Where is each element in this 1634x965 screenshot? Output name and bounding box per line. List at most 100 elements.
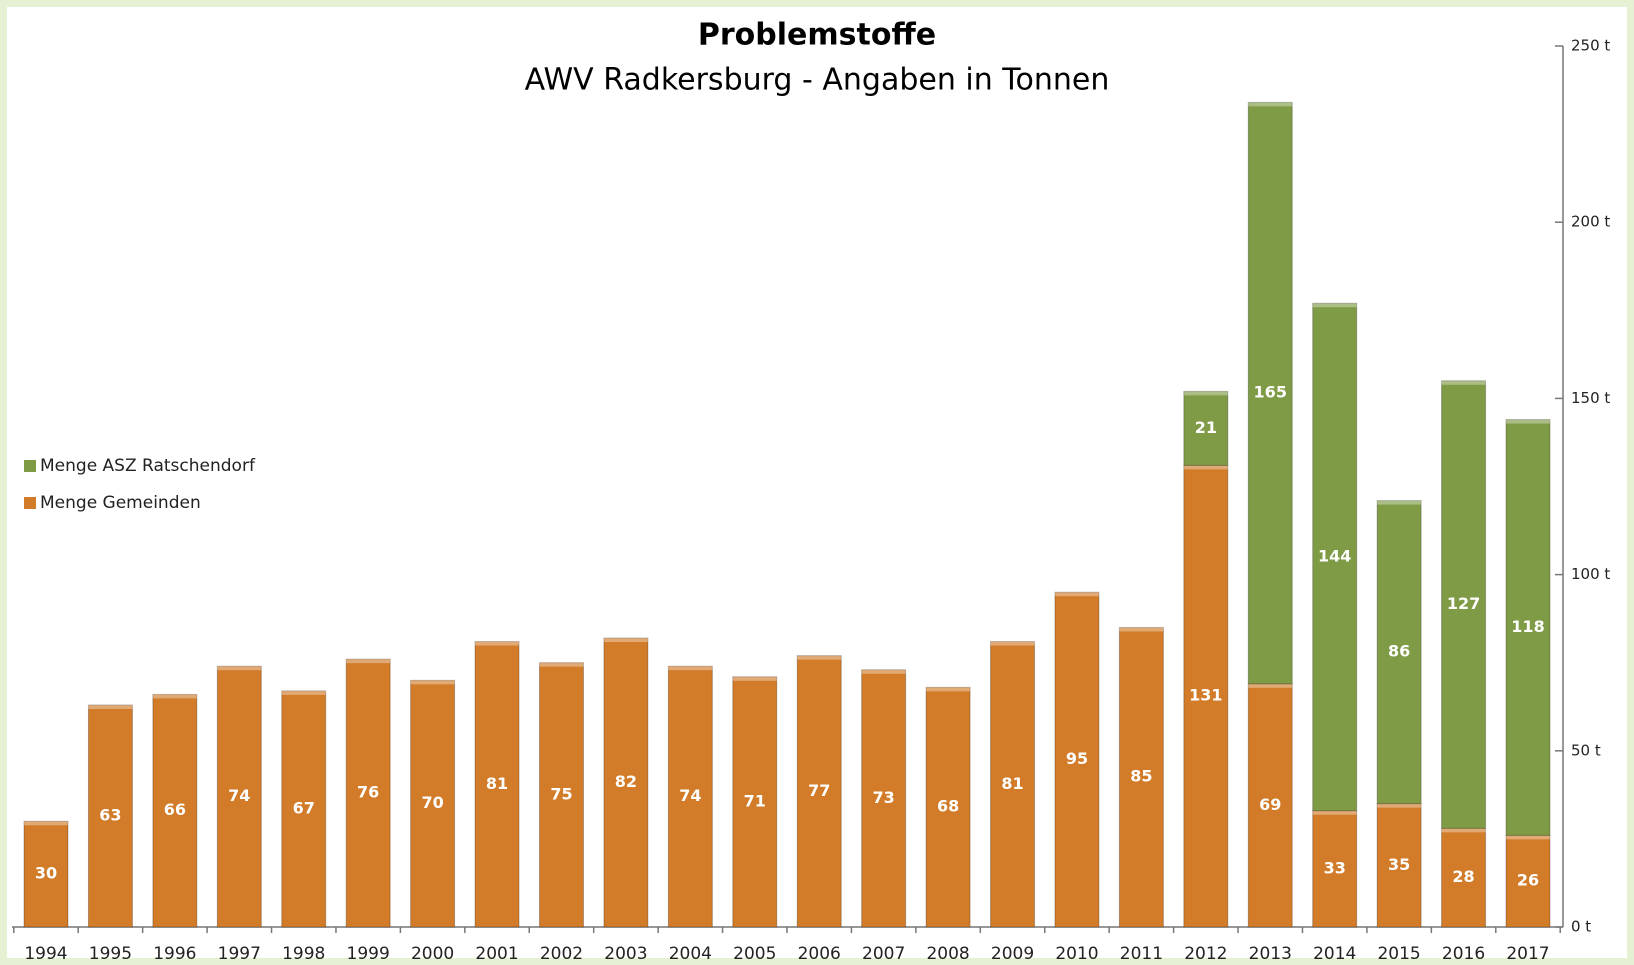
bar-cap bbox=[1377, 500, 1422, 505]
bar-cap bbox=[1506, 419, 1550, 424]
bar-cap bbox=[1377, 803, 1422, 808]
bar-segment bbox=[1118, 626, 1164, 928]
data-label: 35 bbox=[1388, 855, 1410, 874]
x-tick-label: 2015 bbox=[1377, 944, 1420, 964]
bar-segment bbox=[1505, 419, 1551, 836]
data-label: 81 bbox=[486, 774, 508, 793]
bar-segment bbox=[1505, 834, 1551, 928]
x-tick-label: 2014 bbox=[1313, 944, 1356, 964]
data-label: 82 bbox=[615, 772, 637, 791]
x-tick-label: 1998 bbox=[282, 944, 325, 964]
bar-segment bbox=[796, 655, 842, 928]
bar-cap bbox=[861, 669, 906, 674]
x-tick-label: 1999 bbox=[347, 944, 390, 964]
bar-segment bbox=[925, 686, 971, 928]
bar-cap bbox=[1248, 683, 1293, 688]
x-tick-label: 2001 bbox=[475, 944, 518, 964]
x-tick-label: 2016 bbox=[1442, 944, 1485, 964]
data-label: 77 bbox=[808, 781, 830, 800]
data-label: 95 bbox=[1066, 749, 1088, 768]
data-label: 76 bbox=[357, 783, 379, 802]
x-tick-label: 2005 bbox=[733, 944, 776, 964]
bar-cap bbox=[217, 666, 262, 671]
legend-swatch bbox=[24, 497, 36, 509]
y-tick-label: 250 t bbox=[1571, 37, 1610, 55]
bar-segment bbox=[861, 669, 907, 928]
bar-cap bbox=[539, 662, 584, 667]
x-tick-label: 1994 bbox=[24, 944, 67, 964]
x-tick-label: 2003 bbox=[604, 944, 647, 964]
chart-title: Problemstoffe bbox=[698, 18, 936, 53]
data-label: 81 bbox=[1001, 774, 1023, 793]
bar-cap bbox=[1183, 465, 1228, 470]
bar-cap bbox=[603, 638, 648, 643]
bar-cap bbox=[1441, 380, 1486, 385]
bar-segment bbox=[23, 820, 69, 928]
y-tick-label: 100 t bbox=[1571, 565, 1610, 583]
bar-segment bbox=[1441, 380, 1487, 829]
bar-segment bbox=[216, 665, 262, 928]
x-tick-label: 2012 bbox=[1184, 944, 1227, 964]
x-tick-label: 1996 bbox=[153, 944, 196, 964]
x-tick-label: 2000 bbox=[411, 944, 454, 964]
bar-segment bbox=[1247, 683, 1293, 928]
x-tick-label: 2013 bbox=[1249, 944, 1292, 964]
x-tick-label: 1997 bbox=[218, 944, 261, 964]
legend-label: Menge Gemeinden bbox=[40, 493, 201, 513]
bar-cap bbox=[410, 680, 455, 685]
bar-cap bbox=[475, 641, 520, 646]
data-label: 131 bbox=[1189, 686, 1222, 705]
data-label: 21 bbox=[1195, 418, 1217, 437]
bar-cap bbox=[1312, 303, 1357, 308]
y-tick-label: 50 t bbox=[1571, 741, 1601, 759]
bar-segment bbox=[732, 676, 778, 928]
x-tick-label: 2011 bbox=[1120, 944, 1163, 964]
data-label: 165 bbox=[1254, 383, 1287, 402]
x-tick-label: 2009 bbox=[991, 944, 1034, 964]
x-tick-label: 2008 bbox=[926, 944, 969, 964]
bar-cap bbox=[732, 676, 777, 681]
bar-cap bbox=[1054, 592, 1099, 597]
bar-segment bbox=[538, 662, 584, 928]
bar-cap bbox=[281, 690, 326, 695]
bar-cap bbox=[88, 704, 133, 709]
legend-swatch bbox=[24, 460, 36, 472]
data-label: 85 bbox=[1130, 767, 1152, 786]
x-tick-label: 2006 bbox=[798, 944, 841, 964]
bar-cap bbox=[152, 694, 197, 699]
data-label: 73 bbox=[873, 788, 895, 807]
legend-label: Menge ASZ Ratschendorf bbox=[40, 456, 256, 476]
data-label: 75 bbox=[550, 784, 572, 803]
data-label: 74 bbox=[228, 786, 250, 805]
x-tick-label: 2017 bbox=[1506, 944, 1549, 964]
bar-cap bbox=[990, 641, 1035, 646]
data-label: 68 bbox=[937, 797, 959, 816]
bar-segment bbox=[1054, 591, 1100, 928]
data-label: 127 bbox=[1447, 594, 1480, 613]
bar-segment bbox=[603, 637, 649, 928]
data-label: 67 bbox=[293, 798, 315, 817]
bar-segment bbox=[1312, 302, 1358, 812]
bar-cap bbox=[668, 666, 713, 671]
data-label: 144 bbox=[1318, 546, 1351, 565]
data-label: 26 bbox=[1517, 871, 1539, 890]
bar-cap bbox=[1506, 835, 1550, 840]
bar-segment bbox=[1441, 827, 1487, 928]
bar-segment bbox=[281, 690, 327, 928]
x-tick-label: 1995 bbox=[89, 944, 132, 964]
x-tick-label: 2007 bbox=[862, 944, 905, 964]
bar-segment bbox=[152, 693, 198, 928]
bar-cap bbox=[1183, 391, 1228, 396]
x-tick-label: 2010 bbox=[1055, 944, 1098, 964]
bar-segment bbox=[1183, 390, 1229, 466]
bar-segment bbox=[1247, 101, 1293, 685]
y-tick-label: 0 t bbox=[1571, 918, 1591, 936]
x-tick-label: 2004 bbox=[669, 944, 712, 964]
bar-segment bbox=[345, 658, 391, 928]
bar-segment bbox=[474, 641, 520, 928]
data-label: 86 bbox=[1388, 642, 1410, 661]
bar-cap bbox=[346, 659, 391, 664]
data-label: 118 bbox=[1511, 617, 1544, 636]
bar-cap bbox=[1441, 828, 1486, 833]
bar-cap bbox=[1312, 810, 1357, 815]
